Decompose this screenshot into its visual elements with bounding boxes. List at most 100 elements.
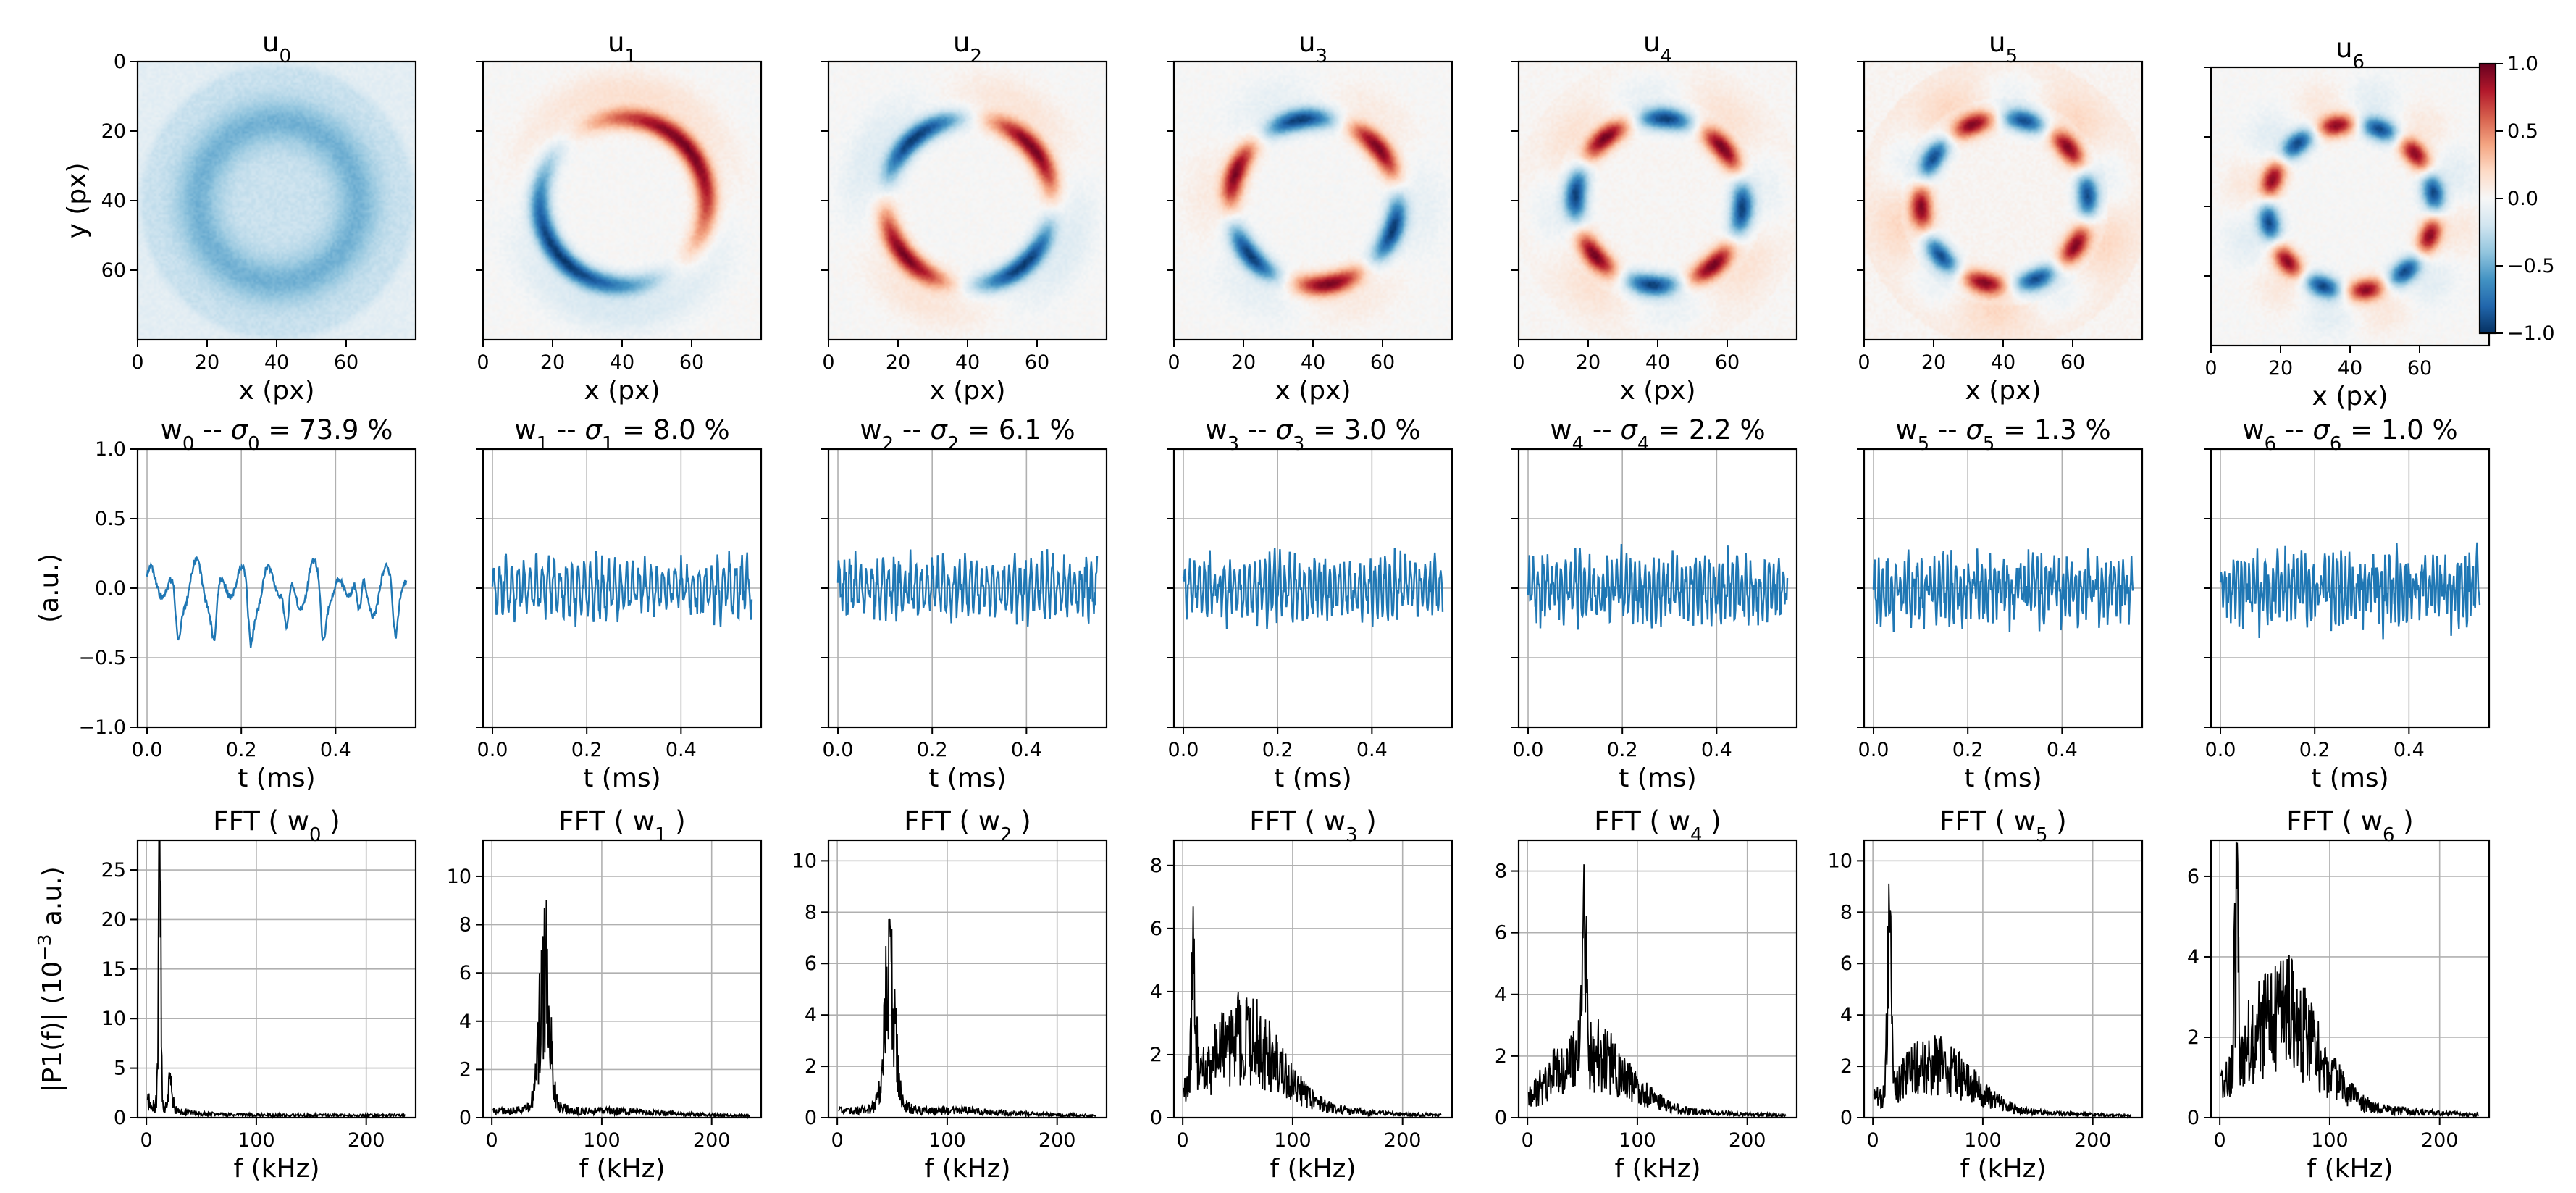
y-tick-label: 25 xyxy=(101,859,126,882)
x-tick-label: 0 xyxy=(2214,1129,2226,1152)
spatial-modes-row: u0 0 20 40 60 x (px) 0 20 40 60 u1 0 20 40 60 x (px) u2 0… xyxy=(101,27,2491,411)
x-tick-label: 60 xyxy=(1025,351,1049,374)
x-tick-label: 100 xyxy=(928,1129,966,1152)
x-tick-label: 0 xyxy=(2204,357,2217,380)
x-tick-label: 0.4 xyxy=(1011,739,1042,761)
y-tick-label: 10 xyxy=(1828,850,1853,872)
x-tick-label: 200 xyxy=(2074,1129,2112,1152)
spectrum-3: FFT ( w3 ) 0 100 200 f (kHz) 0 2 4 6 8 xyxy=(1150,805,1453,1184)
temporal-coefficient-4: w4 -- σ4 = 2.2 % 0.0 0.2 0.4t (ms) xyxy=(1511,414,1798,793)
x-axis-label: t (ms) xyxy=(1274,763,1351,793)
x-tick-label: 0.2 xyxy=(1952,739,1984,761)
x-axis-label: x (px) xyxy=(239,376,315,406)
temporal-series-line xyxy=(491,551,753,627)
y-tick-label: 8 xyxy=(805,901,817,924)
x-tick-label: 0.4 xyxy=(2047,739,2078,761)
x-axis-label: f (kHz) xyxy=(1960,1154,2046,1184)
x-tick-label: 0 xyxy=(1167,351,1180,374)
x-tick-label: 0.0 xyxy=(1168,739,1199,761)
colorbar-tick-label: −1.0 xyxy=(2507,322,2555,345)
x-tick-label: 0.4 xyxy=(320,739,351,761)
x-axis-label: t (ms) xyxy=(238,763,315,793)
x-tick-label: 40 xyxy=(1991,351,2015,374)
spatial-mode-image xyxy=(1174,62,1452,340)
x-tick-label: 0 xyxy=(1512,351,1524,374)
x-tick-label: 200 xyxy=(1729,1129,1766,1152)
colorbar-tick-label: 0.0 xyxy=(2507,188,2538,210)
spectrum-6: FFT ( w6 ) 0 100 200 f (kHz) 0 2 4 6 xyxy=(2187,805,2491,1184)
x-tick-label: 100 xyxy=(1964,1129,2002,1152)
x-tick-label: 40 xyxy=(610,351,634,374)
map-title: u2 xyxy=(953,27,982,67)
temporal-series-line xyxy=(836,549,1099,627)
y-tick-label: 20 xyxy=(101,120,126,143)
spectrum-5: FFT ( w5 ) 0 100 200 f (kHz) 0 2 4 6 8 10 xyxy=(1828,805,2144,1184)
temporal-coefficient-1: w1 -- σ1 = 8.0 % 0.0 0.2 0.4 t (ms) xyxy=(476,414,763,793)
x-tick-label: 20 xyxy=(1921,351,1946,374)
shared-axis-labels: y (px) (a.u.) |P1(f)| (10−3 a.u.) xyxy=(34,163,93,1092)
y-tick-label: 0 xyxy=(459,1107,471,1129)
temporal-title: w2 -- σ2 = 6.1 % xyxy=(860,414,1075,455)
y-tick-label: 4 xyxy=(1840,1004,1853,1026)
x-axis-label: f (kHz) xyxy=(579,1154,665,1184)
x-tick-label: 0.0 xyxy=(823,739,854,761)
spatial-mode-image xyxy=(483,62,761,340)
x-tick-label: 0 xyxy=(822,351,834,374)
x-tick-label: 200 xyxy=(2421,1129,2459,1152)
y-tick-label: 0.0 xyxy=(95,577,126,600)
x-tick-label: 60 xyxy=(679,351,704,374)
x-tick-label: 0.2 xyxy=(1262,739,1293,761)
spatial-mode-4: u4 0 20 40 60 x (px) xyxy=(1511,27,1798,406)
x-tick-label: 200 xyxy=(693,1129,731,1152)
temporal-title: w6 -- σ6 = 1.0 % xyxy=(2242,414,2457,455)
temporal-series-line xyxy=(1182,547,1444,629)
spectrum-0: FFT ( w0 ) 0 100 200 f (kHz) 0 5 10 15 20 25 xyxy=(101,805,417,1184)
y-tick-label: 4 xyxy=(1150,981,1162,1003)
x-tick-label: 0.2 xyxy=(2299,739,2330,761)
spectrum-line xyxy=(2220,841,2479,1119)
y-tick-label: 2 xyxy=(1495,1045,1507,1068)
temporal-title: w0 -- σ0 = 73.9 % xyxy=(161,414,393,455)
y-tick-label: 6 xyxy=(1495,922,1507,945)
y-tick-label: 2 xyxy=(1150,1044,1162,1066)
y-tick-label: 6 xyxy=(2187,866,2199,888)
x-tick-label: 0.0 xyxy=(2205,739,2236,761)
y-tick-label: 5 xyxy=(114,1058,126,1080)
colorbar-gradient xyxy=(2480,64,2496,333)
x-tick-label: 20 xyxy=(2268,357,2293,380)
temporal-coefficient-6: w6 -- σ6 = 1.0 % 0.0 0.2 0.4 t (ms) xyxy=(2204,414,2491,793)
spectrum-1: FFT ( w1 ) 0 100 200 f (kHz) 0 2 4 6 8 10 xyxy=(447,805,763,1184)
spectrum-title: FFT ( w6 ) xyxy=(2286,805,2413,846)
y-tick-label: 2 xyxy=(1840,1055,1853,1078)
y-tick-label: 8 xyxy=(459,914,471,937)
x-tick-label: 60 xyxy=(2407,357,2432,380)
x-axis-label: f (kHz) xyxy=(233,1154,319,1184)
spectrum-title: FFT ( w1 ) xyxy=(558,805,685,846)
colorbar-tick-label: −0.5 xyxy=(2507,255,2555,277)
x-axis-label: x (px) xyxy=(584,376,660,406)
spectrum-line xyxy=(1873,883,2132,1120)
x-tick-label: 40 xyxy=(2338,357,2362,380)
y-tick-label: 4 xyxy=(459,1010,471,1033)
y-tick-label: 10 xyxy=(101,1008,126,1030)
y-tick-label: 0 xyxy=(1150,1107,1162,1129)
temporal-series-line xyxy=(146,556,408,648)
x-tick-label: 20 xyxy=(886,351,910,374)
x-tick-label: 100 xyxy=(583,1129,621,1152)
spatial-mode-image xyxy=(138,62,416,340)
colorbar-tick-label: 0.5 xyxy=(2507,120,2538,143)
x-tick-label: 0.0 xyxy=(477,739,508,761)
x-axis-label: x (px) xyxy=(2312,382,2388,411)
y-tick-label: 0 xyxy=(1840,1107,1853,1129)
x-tick-label: 200 xyxy=(1384,1129,1422,1152)
x-tick-label: 40 xyxy=(955,351,980,374)
y-tick-label: 20 xyxy=(101,908,126,931)
x-tick-label: 0.2 xyxy=(571,739,603,761)
x-axis-label: f (kHz) xyxy=(924,1154,1010,1184)
y-tick-label: 1.0 xyxy=(95,438,126,461)
y-tick-label: 15 xyxy=(101,958,126,981)
x-tick-label: 60 xyxy=(1370,351,1395,374)
x-axis-label: f (kHz) xyxy=(1614,1154,1700,1184)
temporal-title: w1 -- σ1 = 8.0 % xyxy=(514,414,729,455)
